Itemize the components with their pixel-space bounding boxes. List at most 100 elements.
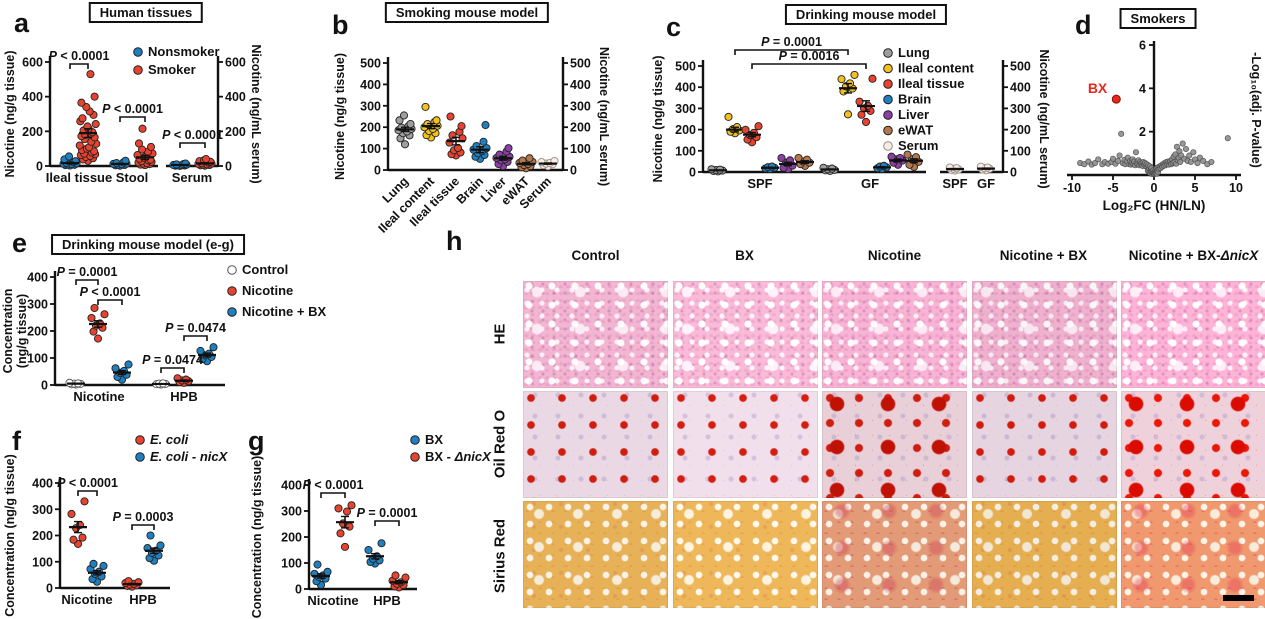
svg-text:500: 500 xyxy=(360,57,381,71)
panel-a: a Human tissues 0 200 400 600 Nicotine (ng/g… xyxy=(0,0,280,215)
svg-text:400: 400 xyxy=(27,271,48,285)
histology-oilredo-nicotine-bx-dnicx xyxy=(1121,391,1265,498)
histology-row-siriusred-label: Sirius Red xyxy=(491,518,509,594)
histology-header-bx: BX xyxy=(735,248,754,263)
svg-text:400: 400 xyxy=(225,90,246,104)
svg-text:Concentration (ng/g tissue): Concentration (ng/g tissue) xyxy=(250,456,264,619)
panel-e-title: Drinking mouse model (e-g) xyxy=(51,234,245,255)
svg-text:2: 2 xyxy=(1139,125,1146,139)
svg-text:300: 300 xyxy=(1010,102,1031,116)
svg-text:200: 200 xyxy=(27,325,48,339)
panel-d-title: Smokers xyxy=(1119,8,1197,29)
svg-text:0: 0 xyxy=(46,582,53,596)
histology-he-nicotine-bx xyxy=(972,281,1117,388)
svg-text:600: 600 xyxy=(22,56,43,70)
svg-text:BX: BX xyxy=(1088,80,1108,96)
scale-bar xyxy=(1223,595,1254,601)
panel-c-title: Drinking mouse model xyxy=(784,4,948,25)
svg-text:P = 0.0001: P = 0.0001 xyxy=(57,265,118,279)
svg-text:P < 0.0001: P < 0.0001 xyxy=(303,478,364,492)
svg-text:BX - ΔnicX: BX - ΔnicX xyxy=(425,449,492,464)
svg-text:(ng/g tissue): (ng/g tissue) xyxy=(15,294,29,368)
svg-text:Ileal tissue: Ileal tissue xyxy=(46,170,112,185)
svg-text:400: 400 xyxy=(570,78,591,92)
chart-svg-5: 0 100 200 300 400 Concentration (ng/g tissue)… xyxy=(3,432,229,617)
chart-svg-0: 0 200 400 600 Nicotine (ng/g tissue) 0 200 400 6… xyxy=(3,44,263,185)
svg-text:P < 0.0001: P < 0.0001 xyxy=(80,285,141,299)
histology-he-control xyxy=(523,281,668,388)
header-text: Nicotine + BX- xyxy=(1128,248,1221,263)
svg-text:-10: -10 xyxy=(1063,181,1081,195)
svg-text:eWAT: eWAT xyxy=(898,123,933,138)
panel-g-chart: 0 100 200 300 400 Concentration (ng/g tissue)… xyxy=(245,428,515,619)
svg-text:Nicotine: Nicotine xyxy=(307,593,358,608)
svg-text:100: 100 xyxy=(27,352,48,366)
svg-text:SPF: SPF xyxy=(942,176,967,191)
histology-he-nicotine xyxy=(822,281,967,388)
histology-row-oilredo-label: Oil Red O xyxy=(491,409,509,479)
panel-a-letter: a xyxy=(14,8,30,38)
svg-text:200: 200 xyxy=(281,531,302,545)
histology-siriusred-nicotine-bx xyxy=(972,501,1117,608)
svg-text:Ileal content: Ileal content xyxy=(898,61,975,76)
svg-text:Nicotine + BX: Nicotine + BX xyxy=(242,304,326,319)
svg-text:GF: GF xyxy=(861,176,879,191)
svg-text:P = 0.0001: P = 0.0001 xyxy=(357,506,418,520)
svg-text:Serum: Serum xyxy=(172,170,212,185)
svg-text:P = 0.0474: P = 0.0474 xyxy=(165,321,226,335)
svg-text:-Log₁₀(adj. P-value): -Log₁₀(adj. P-value) xyxy=(1249,52,1263,168)
svg-text:HPB: HPB xyxy=(129,592,156,607)
svg-text:200: 200 xyxy=(32,529,53,543)
chart-svg-2: 0 100 200 300 400 500 Nicotine (ng/g tissue) 0 1… xyxy=(651,35,1051,191)
svg-text:Ileal tissue: Ileal tissue xyxy=(898,76,964,91)
svg-text:0: 0 xyxy=(225,160,232,174)
svg-text:200: 200 xyxy=(22,125,43,139)
header-gene-italic: ΔnicX xyxy=(1220,248,1259,263)
svg-text:P = 0.0001: P = 0.0001 xyxy=(761,35,822,49)
svg-text:400: 400 xyxy=(360,78,381,92)
histology-siriusred-nicotine xyxy=(822,501,967,608)
svg-text:200: 200 xyxy=(570,121,591,135)
svg-text:500: 500 xyxy=(675,60,696,74)
panel-d-letter: d xyxy=(1075,10,1092,40)
panel-b-title: Smoking mouse model xyxy=(384,2,550,23)
svg-text:P = 0.0003: P = 0.0003 xyxy=(113,510,174,524)
histology-header-control: Control xyxy=(571,248,620,263)
svg-text:400: 400 xyxy=(1010,81,1031,95)
svg-text:Concentration (ng/g tissue): Concentration (ng/g tissue) xyxy=(3,454,17,617)
histology-oilredo-control xyxy=(523,391,668,498)
chart-svg-4: 0 100 200 300 400 Concentration (ng/g tissue) N… xyxy=(1,262,326,404)
svg-text:Smoker: Smoker xyxy=(148,62,196,77)
svg-text:100: 100 xyxy=(32,555,53,569)
panel-c-chart: 0 100 200 300 400 500 Nicotine (ng/g tissue) 0 1… xyxy=(648,0,1056,220)
histology-siriusred-nicotine-bx-dnicx xyxy=(1121,501,1265,608)
svg-text:Nicotine: Nicotine xyxy=(61,592,112,607)
chart-svg-1: 0 100 200 300 400 500 Nicotine (ng/g tissue) 0 1… xyxy=(333,47,611,236)
svg-text:P < 0.0001: P < 0.0001 xyxy=(57,476,118,490)
panel-c: c Drinking mouse model 0 100 200 300 400 500 N… xyxy=(648,0,1056,220)
svg-text:0: 0 xyxy=(295,583,302,597)
svg-text:400: 400 xyxy=(675,81,696,95)
svg-text:BX: BX xyxy=(425,432,443,447)
svg-text:0: 0 xyxy=(689,166,696,180)
histology-he-nicotine-bx-dnicx xyxy=(1121,281,1265,388)
svg-text:100: 100 xyxy=(675,144,696,158)
svg-text:E. coli: E. coli xyxy=(150,432,189,447)
svg-text:400: 400 xyxy=(281,479,302,493)
svg-text:300: 300 xyxy=(360,99,381,113)
panel-b: b Smoking mouse model 0 100 200 300 400 500 Ni… xyxy=(330,0,640,236)
histology-he-bx xyxy=(673,281,818,388)
svg-text:300: 300 xyxy=(281,505,302,519)
svg-text:200: 200 xyxy=(1010,123,1031,137)
svg-text:Brain: Brain xyxy=(898,92,931,107)
histology-row-he-label: HE xyxy=(491,323,509,345)
panel-h-letter: h xyxy=(446,226,463,256)
svg-text:-5: -5 xyxy=(1107,181,1118,195)
svg-text:100: 100 xyxy=(570,142,591,156)
svg-text:300: 300 xyxy=(32,503,53,517)
svg-text:300: 300 xyxy=(570,99,591,113)
panel-c-letter: c xyxy=(666,12,682,42)
svg-text:200: 200 xyxy=(360,121,381,135)
svg-text:0: 0 xyxy=(1010,166,1017,180)
svg-text:Nicotine: Nicotine xyxy=(73,389,124,404)
